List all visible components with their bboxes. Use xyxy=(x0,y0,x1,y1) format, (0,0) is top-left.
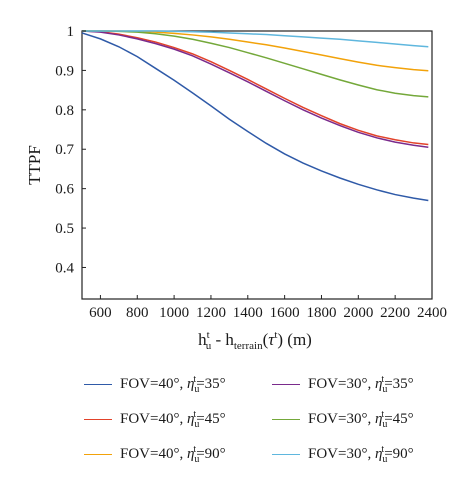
y-tick-label: 0.8 xyxy=(55,103,74,119)
x-tick-label: 1600 xyxy=(270,305,300,321)
x-tick-label: 1000 xyxy=(159,305,189,321)
series-line-6 xyxy=(82,30,429,48)
y-tick-label: 0.4 xyxy=(55,260,74,276)
series-lines xyxy=(81,30,429,202)
series-line-5 xyxy=(82,30,429,98)
legend: FOV=40°, ηut=35° FOV=30°, ηut=35° FOV=40… xyxy=(0,372,474,476)
series-line-1 xyxy=(81,32,429,202)
legend-label: FOV=40°, ηut=35° xyxy=(120,373,226,395)
y-axis-label: TTPF xyxy=(25,145,44,185)
legend-item-fov30-35: FOV=30°, ηut=35° xyxy=(272,373,414,395)
legend-item-fov40-35: FOV=40°, ηut=35° xyxy=(84,373,226,395)
x-tick-label: 1800 xyxy=(306,305,336,321)
x-tick-label: 2200 xyxy=(380,305,410,321)
legend-label: FOV=40°, ηut=90° xyxy=(120,443,226,465)
legend-swatch xyxy=(272,453,300,455)
legend-swatch xyxy=(84,453,112,455)
legend-item-fov30-45: FOV=30°, ηut=45° xyxy=(272,408,414,430)
legend-swatch xyxy=(84,383,112,385)
axis-ticks: 600 800 1000 1200 1400 1600 1800 2000 2200 2400 0.… xyxy=(55,24,447,321)
series-line-2 xyxy=(81,30,429,146)
y-tick-label: 0.9 xyxy=(55,63,74,79)
legend-label: FOV=40°, ηut=45° xyxy=(120,408,226,430)
legend-swatch xyxy=(272,383,300,385)
x-tick-label: 800 xyxy=(126,305,149,321)
x-tick-label: 2400 xyxy=(417,305,447,321)
series-line-4 xyxy=(81,30,429,149)
legend-label: FOV=30°, ηut=45° xyxy=(308,408,414,430)
legend-item-fov40-90: FOV=40°, ηut=90° xyxy=(84,443,226,465)
y-tick-label: 0.6 xyxy=(55,182,74,198)
y-tick-label: 1 xyxy=(67,24,75,40)
chart-svg: 600 800 1000 1200 1400 1600 1800 2000 2200 2400 0.… xyxy=(25,24,447,352)
x-tick-label: 1200 xyxy=(196,305,226,321)
y-tick-label: 0.5 xyxy=(55,221,74,237)
x-tick-label: 2000 xyxy=(343,305,373,321)
x-tick-label: 1400 xyxy=(233,305,263,321)
y-tick-label: 0.7 xyxy=(55,142,74,158)
x-axis-label: ht u - hterrain(τt) (m) xyxy=(198,329,312,352)
legend-swatch xyxy=(84,418,112,420)
legend-swatch xyxy=(272,418,300,420)
legend-label: FOV=30°, ηut=35° xyxy=(308,373,414,395)
plot-frame xyxy=(81,30,433,300)
legend-item-fov30-90: FOV=30°, ηut=90° xyxy=(272,443,414,465)
legend-label: FOV=30°, ηut=90° xyxy=(308,443,414,465)
x-tick-label: 600 xyxy=(89,305,112,321)
legend-item-fov40-45: FOV=40°, ηut=45° xyxy=(84,408,226,430)
